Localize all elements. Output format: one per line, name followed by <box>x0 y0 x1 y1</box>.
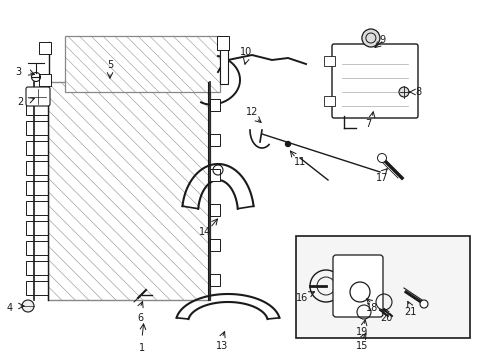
Bar <box>26 161 48 175</box>
Bar <box>295 236 469 338</box>
Text: 19: 19 <box>355 327 367 337</box>
FancyBboxPatch shape <box>332 255 382 317</box>
Circle shape <box>285 141 290 147</box>
Text: 11: 11 <box>293 157 305 167</box>
Bar <box>220 44 227 84</box>
Text: 17: 17 <box>375 173 387 183</box>
Text: 8: 8 <box>414 87 420 97</box>
Bar <box>324 96 334 106</box>
Bar <box>26 121 48 135</box>
Circle shape <box>22 300 34 312</box>
Text: 1: 1 <box>139 343 145 353</box>
Text: 21: 21 <box>403 307 415 317</box>
Text: 9: 9 <box>378 35 384 45</box>
Bar <box>324 56 334 66</box>
Text: 12: 12 <box>245 107 258 117</box>
Bar <box>26 141 48 155</box>
Bar <box>209 169 220 181</box>
Text: 16: 16 <box>295 293 307 303</box>
FancyBboxPatch shape <box>26 87 50 106</box>
Bar <box>209 99 220 111</box>
Bar <box>209 204 220 216</box>
Bar <box>209 134 220 146</box>
Text: 15: 15 <box>355 341 367 351</box>
Text: 14: 14 <box>199 227 211 237</box>
Text: 3: 3 <box>15 67 21 77</box>
Text: 2: 2 <box>17 97 23 107</box>
Bar <box>26 241 48 255</box>
Bar <box>65 36 220 92</box>
Bar <box>217 36 228 50</box>
Bar <box>26 101 48 115</box>
Text: 5: 5 <box>107 60 113 70</box>
Bar <box>48 82 209 300</box>
Bar <box>26 281 48 295</box>
Bar <box>39 74 51 86</box>
Bar <box>26 221 48 235</box>
Text: 20: 20 <box>379 313 391 323</box>
Text: 10: 10 <box>240 47 252 57</box>
Bar <box>209 239 220 251</box>
Text: 13: 13 <box>215 341 228 351</box>
Bar <box>26 181 48 195</box>
Circle shape <box>419 300 427 308</box>
Circle shape <box>361 29 379 47</box>
Bar <box>209 274 220 286</box>
Circle shape <box>377 153 386 162</box>
Text: 7: 7 <box>364 119 370 129</box>
Bar <box>39 42 51 54</box>
Bar <box>26 261 48 275</box>
Bar <box>26 201 48 215</box>
Text: 18: 18 <box>365 303 377 313</box>
Text: 6: 6 <box>137 313 143 323</box>
FancyBboxPatch shape <box>331 44 417 118</box>
Text: 4: 4 <box>7 303 13 313</box>
Circle shape <box>398 87 408 97</box>
